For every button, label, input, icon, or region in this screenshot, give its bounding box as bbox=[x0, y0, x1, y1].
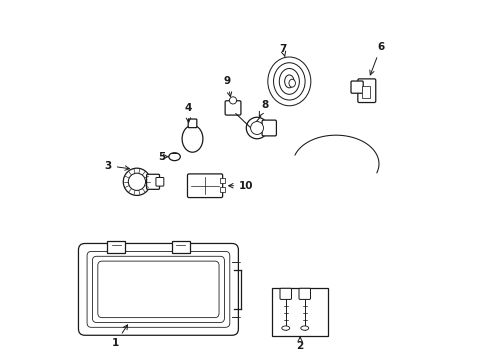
FancyBboxPatch shape bbox=[146, 174, 159, 189]
FancyBboxPatch shape bbox=[107, 240, 125, 253]
Ellipse shape bbox=[182, 125, 203, 152]
FancyBboxPatch shape bbox=[188, 119, 196, 128]
Text: 9: 9 bbox=[224, 76, 231, 96]
FancyBboxPatch shape bbox=[280, 288, 291, 300]
Circle shape bbox=[250, 122, 263, 134]
Bar bbox=[272, 288, 327, 336]
Circle shape bbox=[229, 97, 236, 104]
FancyBboxPatch shape bbox=[224, 101, 241, 115]
Text: 3: 3 bbox=[104, 161, 129, 171]
Ellipse shape bbox=[300, 326, 308, 330]
Bar bbox=[220, 178, 224, 183]
Text: 5: 5 bbox=[158, 152, 168, 162]
FancyBboxPatch shape bbox=[298, 288, 310, 300]
Ellipse shape bbox=[288, 79, 295, 87]
FancyBboxPatch shape bbox=[350, 81, 363, 93]
Circle shape bbox=[246, 117, 267, 139]
FancyBboxPatch shape bbox=[156, 177, 163, 186]
Text: 2: 2 bbox=[296, 337, 303, 351]
Circle shape bbox=[128, 173, 145, 190]
Ellipse shape bbox=[281, 326, 289, 330]
FancyBboxPatch shape bbox=[187, 174, 222, 198]
FancyBboxPatch shape bbox=[171, 240, 190, 253]
Ellipse shape bbox=[168, 153, 180, 161]
Bar bbox=[220, 187, 224, 192]
Text: 6: 6 bbox=[369, 42, 384, 75]
Text: 7: 7 bbox=[279, 44, 286, 57]
FancyBboxPatch shape bbox=[78, 243, 238, 335]
Text: 8: 8 bbox=[259, 100, 268, 116]
FancyBboxPatch shape bbox=[357, 79, 375, 103]
Text: 10: 10 bbox=[228, 181, 253, 191]
FancyBboxPatch shape bbox=[262, 120, 276, 136]
Bar bbox=[361, 86, 369, 98]
Text: 4: 4 bbox=[184, 103, 191, 122]
Circle shape bbox=[123, 168, 150, 195]
Text: 1: 1 bbox=[112, 325, 127, 348]
